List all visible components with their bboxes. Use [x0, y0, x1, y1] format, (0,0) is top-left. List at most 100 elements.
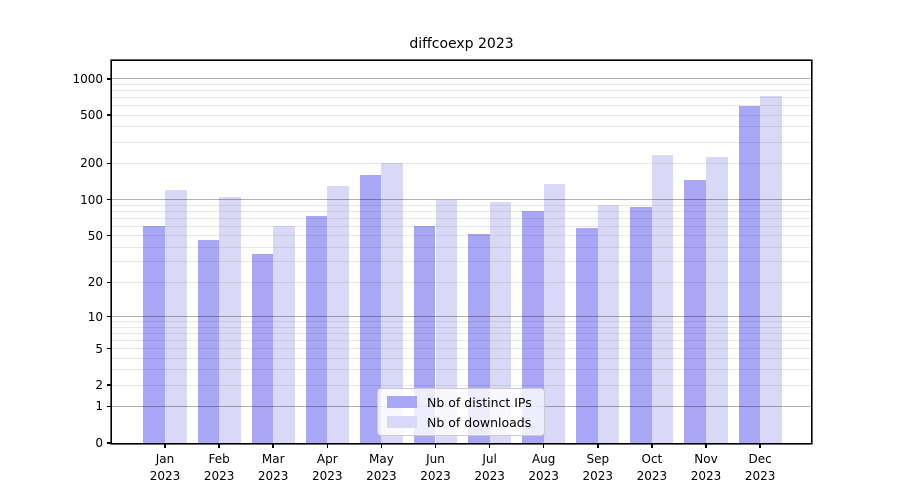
- bar-downloads: [760, 96, 782, 443]
- y-tick: [107, 162, 111, 165]
- x-tick: [705, 444, 707, 448]
- x-tick: [759, 444, 761, 448]
- legend-swatch-distinct-ips: [387, 396, 417, 408]
- x-tick-label-line: Oct: [641, 452, 663, 466]
- x-tick-label-line: 2023: [690, 468, 722, 483]
- x-tick-label-line: 2023: [420, 468, 451, 483]
- x-tick: [164, 444, 166, 448]
- y-tick: [107, 77, 111, 80]
- x-tick: [272, 444, 274, 448]
- x-tick: [597, 444, 599, 448]
- x-tick-label-line: 2023: [744, 468, 776, 483]
- grid-line-minor: [112, 357, 811, 359]
- y-tick: [107, 281, 111, 284]
- grid-line-minor: [112, 321, 811, 323]
- y-tick: [107, 114, 111, 116]
- x-tick-label-line: Mar: [261, 452, 285, 466]
- x-tick-label-line: 2023: [203, 468, 235, 483]
- x-tick-label: Jun 2023: [404, 451, 468, 484]
- bar-downloads: [543, 183, 566, 443]
- x-tick-label-line: Jan: [155, 452, 175, 466]
- grid-line-major: [112, 316, 811, 318]
- x-tick-label-line: Nov: [694, 452, 718, 466]
- y-tick-label: 200: [80, 156, 103, 171]
- x-tick-label-line: Apr: [316, 452, 338, 466]
- grid-line-minor: [112, 339, 811, 341]
- y-tick: [107, 198, 111, 201]
- x-tick-label: Sep 2023: [566, 451, 630, 484]
- grid-line-major: [112, 199, 811, 201]
- bar-downloads: [327, 185, 349, 443]
- x-tick-label: Aug 2023: [512, 451, 576, 484]
- bar-distinct-ips: [359, 175, 382, 443]
- y-tick-label: 1000: [72, 71, 103, 86]
- y-tick: [107, 442, 111, 444]
- x-tick-label: Nov 2023: [674, 451, 738, 484]
- bar-distinct-ips: [143, 226, 165, 443]
- grid-line-minor: [112, 97, 811, 98]
- legend-label-distinct-ips: Nb of distinct IPs: [427, 394, 532, 410]
- grid-line-minor: [112, 246, 811, 248]
- x-tick-label: Apr 2023: [295, 451, 359, 484]
- bar-distinct-ips: [738, 105, 761, 443]
- x-tick: [488, 444, 491, 448]
- x-tick: [434, 444, 437, 448]
- bar-downloads: [381, 163, 403, 443]
- bar-downloads: [219, 196, 241, 443]
- bar-distinct-ips: [576, 228, 598, 443]
- x-tick-label: Oct 2023: [620, 451, 684, 484]
- grid-line-minor: [112, 105, 811, 107]
- grid-line-minor: [112, 217, 811, 219]
- bar-downloads: [706, 157, 728, 443]
- grid-line-minor: [112, 225, 811, 227]
- bar-distinct-ips: [197, 240, 220, 443]
- grid-line-minor: [112, 162, 811, 164]
- y-tick-label: 500: [80, 108, 103, 123]
- grid-line-minor: [112, 348, 811, 350]
- plot-area: [112, 61, 811, 443]
- chart-title: diffcoexp 2023: [409, 36, 514, 52]
- x-tick-label-line: May: [368, 452, 394, 466]
- bar-downloads: [165, 189, 187, 443]
- x-tick-label: Mar 2023: [241, 451, 305, 484]
- grid-line-minor: [112, 332, 811, 334]
- grid-line-minor: [112, 369, 811, 371]
- x-tick-label: Dec 2023: [728, 451, 792, 484]
- bar-downloads: [597, 205, 620, 443]
- bar-distinct-ips: [684, 180, 706, 443]
- grid-line-major: [112, 78, 811, 80]
- legend-item-distinct-ips: Nb of distinct IPs: [378, 394, 544, 411]
- y-tick: [107, 234, 111, 237]
- x-tick: [326, 444, 329, 448]
- y-tick-label: 50: [87, 228, 103, 243]
- grid-line-minor: [112, 210, 811, 212]
- y-tick-label: 5: [95, 341, 103, 356]
- legend-label-downloads: Nb of downloads: [427, 414, 532, 430]
- x-tick-label-line: 2023: [312, 468, 343, 483]
- grid-line-minor: [112, 89, 811, 91]
- x-tick-label-line: 2023: [366, 468, 397, 483]
- grid-line-minor: [112, 204, 811, 206]
- y-tick-label: 1: [95, 399, 103, 414]
- grid-line-minor: [112, 326, 811, 328]
- x-tick-label-line: Jun: [426, 452, 445, 466]
- bar-distinct-ips: [251, 254, 274, 443]
- y-tick-label: 20: [87, 275, 103, 290]
- y-tick: [107, 405, 111, 408]
- x-tick-label-line: Feb: [208, 452, 230, 466]
- x-tick-label-line: Jul: [482, 452, 497, 466]
- bar-downloads: [489, 201, 512, 443]
- y-tick-label: 100: [80, 192, 103, 207]
- x-tick-label-line: 2023: [257, 468, 289, 483]
- x-tick-label-line: 2023: [582, 468, 614, 483]
- x-tick-label: Feb 2023: [187, 451, 251, 484]
- x-tick-label: Jan 2023: [133, 451, 197, 484]
- bar-downloads: [273, 226, 295, 443]
- grid-line-minor: [112, 141, 811, 143]
- x-tick-label-line: 2023: [149, 468, 181, 483]
- y-tick: [107, 315, 111, 318]
- bar-distinct-ips: [522, 211, 544, 443]
- grid-line-minor: [112, 261, 811, 263]
- x-tick: [651, 444, 653, 448]
- bar-distinct-ips: [305, 216, 328, 443]
